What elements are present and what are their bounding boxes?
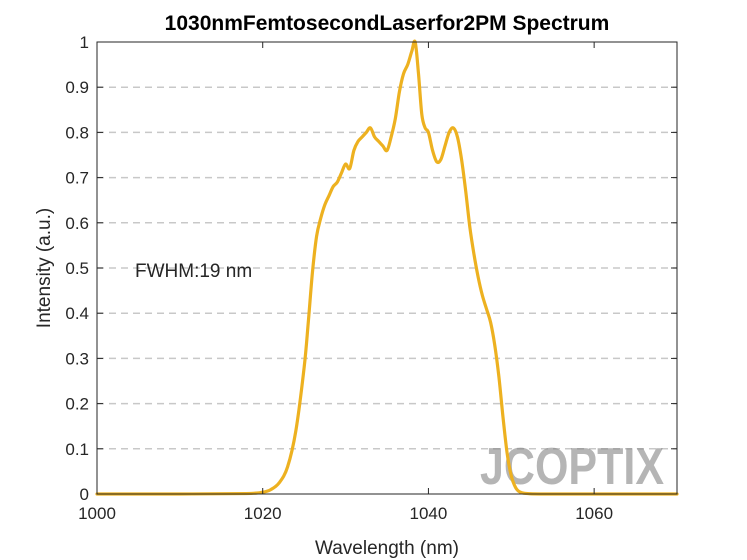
series-group	[95, 39, 679, 496]
x-tick-label: 1020	[244, 504, 282, 523]
y-tick-label: 0.3	[65, 349, 89, 368]
y-tick-label: 0	[80, 485, 89, 504]
x-tick-label: 1060	[575, 504, 613, 523]
y-tick-label: 0.7	[65, 169, 89, 188]
spectrum-line	[95, 39, 679, 496]
x-tick-label: 1000	[78, 504, 116, 523]
x-axis-label: Wavelength (nm)	[315, 538, 459, 559]
y-tick-label: 0.5	[65, 259, 89, 278]
y-ticks: 0 0.1 0.2 0.3 0.4 0.5 0.6 0.7 0.8 0.9 1	[65, 33, 677, 504]
y-tick-label: 1	[80, 33, 89, 52]
chart-title: 1030nmFemtosecondLaserfor2PM Spectrum	[165, 12, 610, 35]
x-tick-label: 1040	[410, 504, 448, 523]
y-tick-label: 0.8	[65, 123, 89, 142]
y-grid-lines	[97, 86, 677, 450]
x-ticks: 1000 1020 1040 1060	[78, 42, 613, 523]
y-tick-label: 0.2	[65, 395, 89, 414]
y-tick-label: 0.4	[65, 304, 89, 323]
y-tick-label: 0.9	[65, 78, 89, 97]
y-tick-label: 0.1	[65, 440, 89, 459]
y-axis-label: Intensity (a.u.)	[34, 208, 55, 328]
y-tick-label: 0.6	[65, 214, 89, 233]
fwhm-annotation: FWHM:19 nm	[135, 261, 252, 282]
